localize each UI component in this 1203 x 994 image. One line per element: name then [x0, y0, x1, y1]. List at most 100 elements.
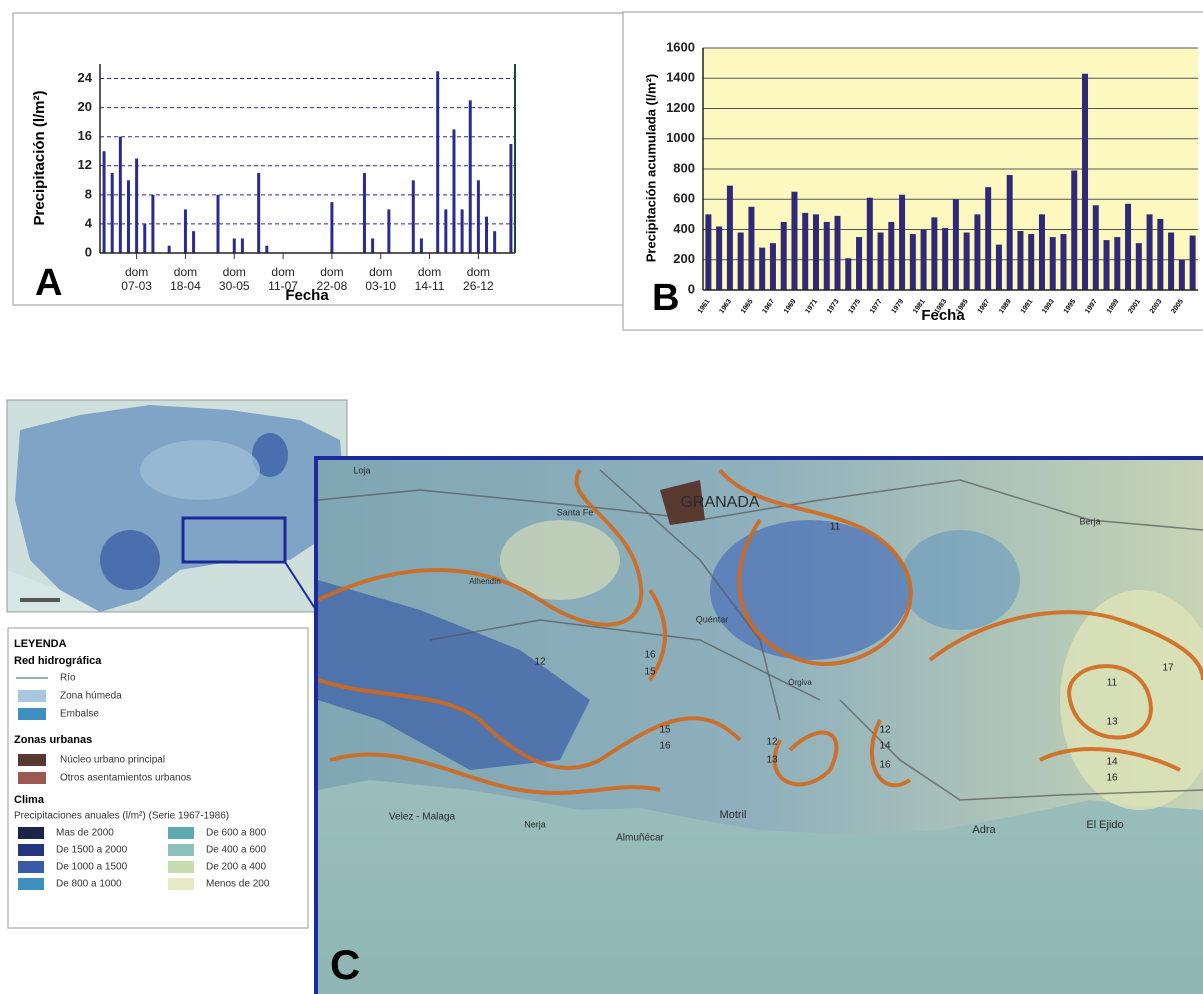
bar: [964, 233, 970, 290]
contour-label: 12: [879, 725, 891, 736]
bar: [1157, 219, 1163, 290]
legend-subtitle: Precipitaciones anuales (l/m²) (Serie 19…: [14, 811, 229, 822]
bar: [509, 144, 512, 253]
legend-swatch: [168, 878, 194, 890]
legend-label: De 400 a 600: [206, 845, 266, 856]
bar: [835, 216, 841, 290]
y-tick-label: 16: [78, 128, 92, 143]
legend-swatch: [168, 844, 194, 856]
place-label: El Ejido: [1086, 819, 1123, 831]
y-tick-label: 800: [673, 160, 695, 175]
bar: [436, 71, 439, 253]
bar: [420, 238, 423, 253]
x-axis-label: Fecha: [921, 307, 965, 324]
bar: [770, 243, 776, 290]
legend-label: De 1500 a 2000: [56, 845, 128, 856]
y-tick-label: 8: [85, 186, 92, 201]
bar: [493, 231, 496, 253]
bar: [1136, 243, 1142, 290]
figure: 04812162024dom07-03dom18-04dom30-05dom11…: [0, 0, 1203, 994]
bar: [111, 173, 114, 253]
bar: [867, 198, 873, 290]
contour-label: 11: [1107, 678, 1118, 689]
main-map: [318, 460, 1203, 994]
bar: [119, 137, 122, 253]
y-tick-label: 1400: [666, 70, 695, 85]
y-axis-label: Precipitación acumulada (l/m²): [643, 74, 658, 263]
place-label: GRANADA: [680, 494, 759, 511]
y-tick-label: 4: [85, 215, 93, 230]
bar: [127, 180, 130, 253]
bar: [257, 173, 260, 253]
bar: [802, 213, 808, 290]
bar: [942, 228, 948, 290]
bar: [1050, 237, 1056, 290]
bar: [705, 214, 711, 290]
contour-label: 14: [879, 741, 891, 752]
contour-label: 16: [879, 760, 891, 771]
bar: [878, 233, 884, 290]
bar: [1168, 233, 1174, 290]
place-label: Alhendín: [469, 577, 501, 586]
bar: [931, 217, 937, 290]
y-tick-label: 1000: [666, 130, 695, 145]
legend-label: Núcleo urbano principal: [60, 755, 165, 766]
bar: [1147, 214, 1153, 290]
contour-label: 13: [766, 755, 778, 766]
contour-label: 15: [659, 725, 671, 736]
legend-swatch: [18, 878, 44, 890]
legend-swatch: [168, 827, 194, 839]
bar: [888, 222, 894, 290]
bar: [1093, 205, 1099, 290]
y-tick-label: 20: [78, 99, 92, 114]
bar: [168, 246, 171, 253]
legend-heading: Clima: [14, 794, 45, 806]
bar: [143, 224, 146, 253]
legend-swatch: [18, 844, 44, 856]
y-tick-label: 0: [688, 281, 695, 296]
legend-label: De 800 a 1000: [56, 879, 122, 890]
bar: [1071, 171, 1077, 290]
bar: [953, 199, 959, 290]
contour-label: 11: [830, 522, 841, 533]
bar: [103, 151, 106, 253]
y-tick-label: 1600: [666, 39, 695, 54]
x-tick-label: dom14-11: [415, 265, 445, 293]
bar: [452, 129, 455, 253]
bar: [151, 195, 154, 253]
bar: [1060, 234, 1066, 290]
bar: [330, 202, 333, 253]
legend-label: De 1000 a 1500: [56, 862, 128, 873]
y-tick-label: 12: [78, 157, 92, 172]
bar: [363, 173, 366, 253]
bar: [791, 192, 797, 290]
panel-letter: B: [652, 277, 679, 319]
bar: [996, 245, 1002, 290]
legend-label: Embalse: [60, 709, 99, 720]
bar: [748, 207, 754, 290]
bar: [485, 217, 488, 253]
legend-swatch: [168, 861, 194, 873]
bar: [1082, 74, 1088, 290]
place-label: Motril: [720, 809, 747, 821]
y-tick-label: 200: [673, 251, 695, 266]
bar: [1114, 237, 1120, 290]
legend-label: Río: [60, 673, 76, 684]
contour-label: 16: [659, 741, 671, 752]
bar: [824, 222, 830, 290]
legend-label: De 600 a 800: [206, 828, 266, 839]
bar: [387, 209, 390, 253]
legend-heading: Zonas urbanas: [14, 734, 92, 746]
legend-label: Otros asentamientos urbanos: [60, 773, 191, 784]
place-label: Velez - Malaga: [389, 812, 456, 823]
legend-swatch: [18, 827, 44, 839]
panel-letter: A: [35, 262, 62, 304]
legend-swatch: [18, 690, 46, 702]
legend-swatch: [18, 861, 44, 873]
panel-letter: C: [330, 941, 360, 988]
legend-label: Zona húmeda: [60, 691, 122, 702]
bar: [135, 159, 138, 254]
y-axis-label: Precipitación (l/m²): [31, 90, 48, 225]
